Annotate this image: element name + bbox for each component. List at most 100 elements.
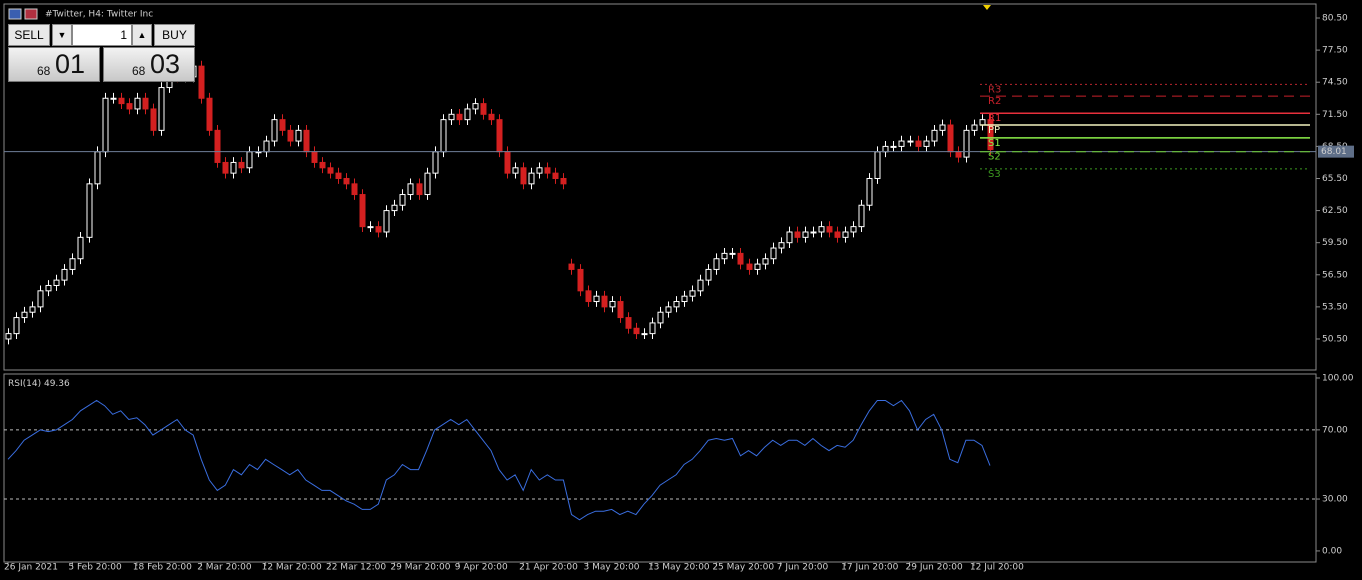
candle-body (665, 306, 672, 313)
candle-body (697, 279, 704, 292)
candle-body (585, 290, 592, 303)
candle-body (512, 167, 519, 174)
sell-price-big: 01 (55, 49, 86, 79)
candle-body (834, 231, 841, 238)
candle-body (971, 124, 978, 131)
candle-body (335, 172, 342, 179)
candle-body (923, 140, 930, 147)
candle-body (399, 194, 406, 206)
candle-body (794, 231, 801, 238)
rsi-label: RSI(14) 49.36 (8, 379, 70, 389)
candle-body (488, 113, 495, 121)
current-price-label: 68.01 (1321, 147, 1347, 157)
candle-body (359, 194, 366, 228)
candle-body (850, 226, 857, 233)
rsi-line (7, 399, 991, 521)
x-tick-label: 18 Feb 20:00 (133, 563, 192, 573)
pivot-label: R3 (988, 84, 1001, 95)
y-tick-label: 50.50 (1322, 334, 1348, 344)
candle-body (963, 129, 970, 158)
pivot-label: S3 (988, 169, 1001, 180)
candle-body (383, 210, 390, 233)
candle-body (472, 103, 479, 110)
candle-body (979, 119, 986, 126)
volume-input[interactable]: 1 (72, 24, 132, 46)
candle-body (987, 119, 994, 151)
shift-marker (983, 5, 991, 10)
y-tick-label: 80.50 (1322, 14, 1348, 24)
candle-body (118, 97, 125, 105)
candle-body (528, 172, 535, 185)
candle-body (544, 167, 551, 174)
candle-body (504, 151, 511, 174)
candle-body (810, 231, 817, 234)
candle-body (102, 97, 109, 153)
candle-body (568, 263, 575, 270)
candle-body (657, 311, 664, 324)
candle-body (295, 129, 302, 142)
y-tick-label: 56.50 (1322, 270, 1348, 280)
buy-button[interactable]: BUY (154, 24, 195, 46)
buy-price-small: 68 (132, 64, 146, 78)
candle-body (560, 177, 567, 185)
candle-body (601, 295, 608, 308)
candle-body (689, 290, 696, 297)
buy-price[interactable]: 68 03 (103, 47, 195, 82)
x-tick-label: 26 Jan 2021 (4, 563, 58, 573)
candle-body (907, 140, 914, 143)
candle-body (464, 108, 471, 121)
candle-body (37, 290, 44, 308)
candle-body (230, 161, 237, 174)
one-click-trading: SELL ▼ 1 ▲ BUY 68 01 68 03 (8, 24, 195, 82)
volume-up[interactable]: ▲ (132, 24, 152, 46)
candle-body (617, 301, 624, 319)
candle-body (407, 183, 414, 196)
candle-body (842, 231, 849, 238)
candle-body (770, 247, 777, 260)
x-tick-label: 22 Mar 12:00 (326, 563, 386, 573)
sell-price[interactable]: 68 01 (8, 47, 100, 82)
candle-body (737, 252, 744, 265)
candle-body (416, 183, 423, 196)
candle-body (303, 129, 310, 153)
sell-price-small: 68 (37, 64, 51, 78)
candle-body (311, 151, 318, 163)
price-pane (3, 3, 1317, 371)
candle-body (214, 129, 221, 163)
y-tick-label: 74.50 (1322, 78, 1348, 88)
candle-body (271, 119, 278, 142)
candle-body (762, 258, 769, 265)
candle-body (826, 226, 833, 233)
candle-body (13, 317, 20, 335)
x-tick-label: 21 Apr 20:00 (519, 563, 578, 573)
candle-body (198, 65, 205, 99)
candle-body (61, 268, 68, 281)
x-tick-label: 5 Feb 20:00 (68, 563, 122, 573)
candle-body (367, 226, 374, 229)
candle-body (440, 119, 447, 153)
candle-body (134, 97, 141, 110)
sell-button[interactable]: SELL (8, 24, 50, 46)
candle-body (150, 108, 157, 131)
candle-body (29, 306, 36, 313)
candle-body (480, 103, 487, 115)
x-tick-label: 29 Mar 20:00 (390, 563, 450, 573)
y-tick-label: 0.00 (1322, 546, 1342, 556)
candle-body (94, 151, 101, 185)
y-tick-label: 62.50 (1322, 206, 1348, 216)
candle-body (53, 279, 60, 286)
candle-body (721, 252, 728, 260)
pivot-label: R1 (988, 113, 1001, 124)
candle-body (802, 231, 809, 238)
x-tick-label: 13 May 20:00 (648, 563, 710, 573)
volume-down[interactable]: ▼ (52, 24, 72, 46)
candle-body (456, 113, 463, 121)
candle-body (142, 97, 149, 110)
candle-body (681, 295, 688, 303)
candle-body (5, 333, 12, 340)
candle-body (641, 333, 648, 336)
y-tick-label: 53.50 (1322, 302, 1348, 312)
candle-body (947, 124, 954, 153)
pivot-label: PP (988, 125, 1000, 136)
